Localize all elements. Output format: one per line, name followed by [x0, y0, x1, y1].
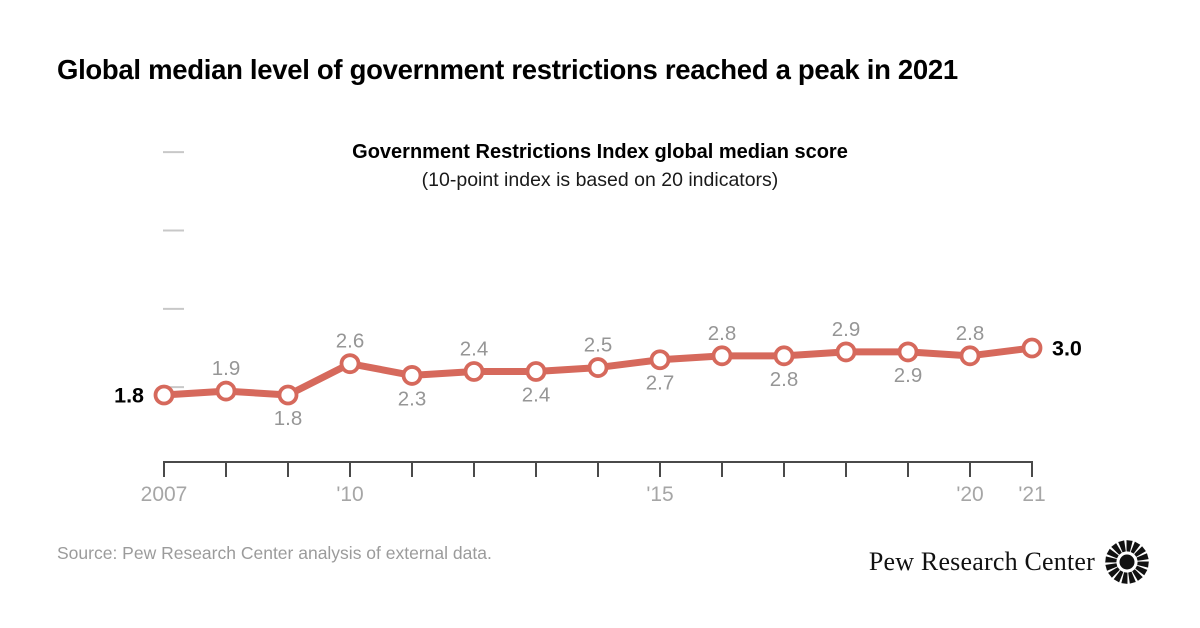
data-point: [587, 357, 609, 378]
sunburst-ray: [1135, 565, 1148, 576]
sunburst-ray: [1118, 540, 1126, 553]
data-point-label-emphasized: 3.0: [1052, 336, 1082, 360]
sunburst-ray: [1105, 563, 1118, 571]
sunburst-icon: [1105, 540, 1149, 584]
data-point-label: 2.9: [894, 364, 923, 387]
data-point-label: 2.5: [584, 334, 613, 357]
data-point: [773, 345, 795, 367]
data-point: [711, 345, 733, 367]
sunburst-ray: [1130, 541, 1141, 554]
sunburst-ray: [1126, 540, 1133, 552]
x-axis-label: '15: [646, 483, 673, 506]
data-point: [835, 341, 857, 363]
sunburst-ray: [1113, 570, 1124, 583]
data-point: [959, 345, 981, 367]
data-point-label: 2.3: [398, 387, 427, 410]
data-point: [897, 341, 919, 363]
x-axis-label: '20: [956, 483, 983, 506]
data-point: [277, 384, 299, 406]
data-point-label-emphasized: 1.8: [114, 384, 144, 408]
data-point-label: 1.8: [274, 407, 303, 430]
data-point-label: 1.9: [212, 357, 241, 380]
data-point: [1021, 337, 1043, 359]
data-point: [463, 361, 485, 382]
data-point-label: 2.8: [956, 322, 985, 345]
sunburst-ray: [1105, 556, 1117, 563]
data-point-label: 2.7: [646, 372, 675, 395]
data-point-label: 2.8: [708, 322, 737, 345]
data-point-label: 2.4: [460, 337, 489, 360]
sunburst-ray: [1111, 543, 1122, 555]
data-point-label: 2.6: [336, 330, 365, 353]
source-note: Source: Pew Research Center analysis of …: [57, 543, 492, 563]
sunburst-ray: [1132, 569, 1143, 581]
data-point-label: 2.8: [770, 368, 799, 391]
data-point: [525, 361, 547, 382]
sunburst-ray: [1137, 561, 1149, 568]
sunburst-ray: [1108, 567, 1120, 578]
x-axis-label: '10: [336, 483, 363, 506]
chart-subtitle: Government Restrictions Index global med…: [352, 141, 848, 163]
data-point-label: 2.4: [522, 383, 551, 406]
data-point: [153, 384, 175, 406]
x-axis-label: '21: [1018, 483, 1045, 506]
chart-subtitle-note: (10-point index is based on 20 indicator…: [421, 169, 779, 191]
data-point: [401, 365, 423, 386]
sunburst-center: [1119, 554, 1135, 570]
data-point: [649, 349, 671, 371]
data-point: [215, 380, 237, 402]
pew-logo-text: Pew Research Center: [868, 547, 1095, 576]
sunburst-ray: [1121, 572, 1128, 584]
pew-logo: Pew Research Center: [869, 539, 1150, 585]
sunburst-ray: [1128, 571, 1136, 584]
page-title: Global median level of government restri…: [57, 54, 958, 85]
sunburst-ray: [1136, 553, 1149, 561]
sunburst-ray: [1134, 546, 1146, 557]
x-axis-label: 2007: [141, 483, 188, 506]
data-point: [339, 353, 361, 375]
sunburst-ray: [1106, 548, 1119, 559]
data-point-label: 2.9: [832, 318, 861, 341]
